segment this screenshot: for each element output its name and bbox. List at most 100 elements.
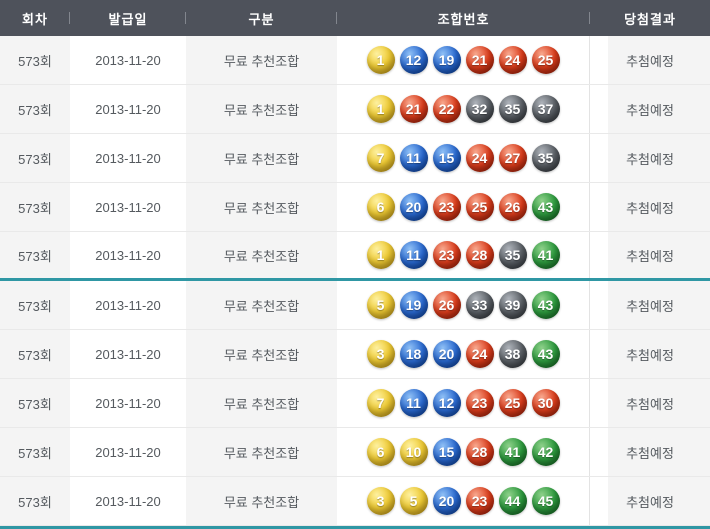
table-row: 573회 2013-11-20 무료 추천조합 1 21 22 32 35 37 추첨예정 — [0, 85, 710, 134]
lotto-ball: 24 — [465, 340, 494, 368]
lotto-ball: 3 — [366, 340, 395, 368]
table-row: 573회 2013-11-20 무료 추천조합 1 11 23 28 35 41 추첨예정 — [0, 232, 710, 281]
header-cell-issue-date: 발급일 — [70, 0, 186, 36]
lotto-ball: 7 — [366, 144, 395, 172]
category-cell: 무료 추천조합 — [186, 85, 337, 133]
category-cell: 무료 추천조합 — [186, 281, 337, 329]
lotto-ball: 22 — [432, 95, 461, 123]
lotto-ball: 43 — [531, 340, 560, 368]
lotto-ball: 25 — [531, 46, 560, 74]
table-row: 573회 2013-11-20 무료 추천조합 3 5 20 23 44 45 추첨예정 — [0, 477, 710, 526]
result-cell: 추첨예정 — [590, 183, 710, 231]
lotto-ball: 18 — [399, 340, 428, 368]
lotto-ball: 35 — [498, 95, 527, 123]
lotto-ball: 21 — [399, 95, 428, 123]
round-cell: 573회 — [0, 330, 70, 378]
lotto-ball: 23 — [465, 389, 494, 417]
lotto-ball: 11 — [399, 144, 428, 172]
lotto-ball: 45 — [531, 487, 560, 515]
numbers-cell: 6 20 23 25 26 43 — [337, 183, 590, 231]
issue-date-cell: 2013-11-20 — [95, 101, 161, 117]
lotto-ball: 19 — [432, 46, 461, 74]
lotto-ball: 1 — [366, 241, 395, 269]
lotto-ball: 25 — [498, 389, 527, 417]
lotto-ball: 35 — [531, 144, 560, 172]
numbers-cell: 3 18 20 24 38 43 — [337, 330, 590, 378]
issue-date-cell: 2013-11-20 — [95, 247, 161, 263]
header-cell-numbers: 조합번호 — [337, 0, 590, 36]
lotto-ball: 23 — [432, 241, 461, 269]
lotto-ball: 27 — [498, 144, 527, 172]
numbers-cell: 7 11 12 23 25 30 — [337, 379, 590, 427]
lotto-ball: 28 — [465, 438, 494, 466]
lotto-ball: 41 — [531, 241, 560, 269]
category-cell: 무료 추천조합 — [186, 183, 337, 231]
lotto-ball: 32 — [465, 95, 494, 123]
lotto-ball: 43 — [531, 291, 560, 319]
numbers-cell: 1 11 23 28 35 41 — [337, 232, 590, 278]
lotto-ball: 7 — [366, 389, 395, 417]
category-cell: 무료 추천조합 — [186, 232, 337, 278]
result-cell: 추첨예정 — [590, 281, 710, 329]
lotto-ball: 11 — [399, 241, 428, 269]
lotto-ball: 26 — [498, 193, 527, 221]
lotto-ball: 12 — [432, 389, 461, 417]
lotto-ball: 10 — [399, 438, 428, 466]
header-cell-result: 당첨결과 — [624, 11, 676, 27]
table-row: 573회 2013-11-20 무료 추천조합 6 20 23 25 26 43 추첨예정 — [0, 183, 710, 232]
table-header: 회차 발급일 구분 조합번호 당첨결과 — [0, 0, 710, 36]
issue-date-cell: 2013-11-20 — [95, 493, 161, 509]
round-cell: 573회 — [0, 477, 70, 525]
lotto-ball: 5 — [366, 291, 395, 319]
issue-date-cell: 2013-11-20 — [95, 395, 161, 411]
lotto-ball: 43 — [531, 193, 560, 221]
table-row: 573회 2013-11-20 무료 추천조합 1 12 19 21 24 25 추첨예정 — [0, 36, 710, 85]
round-cell: 573회 — [0, 428, 70, 476]
lotto-ball: 23 — [432, 193, 461, 221]
lotto-ball: 11 — [399, 389, 428, 417]
category-cell: 무료 추천조합 — [186, 330, 337, 378]
issue-date-cell: 2013-11-20 — [95, 52, 161, 68]
lotto-ball: 20 — [432, 340, 461, 368]
lotto-ball: 25 — [465, 193, 494, 221]
lotto-ball: 5 — [399, 487, 428, 515]
round-cell: 573회 — [0, 379, 70, 427]
lotto-ball: 6 — [366, 438, 395, 466]
issue-date-cell: 2013-11-20 — [95, 346, 161, 362]
table-row: 573회 2013-11-20 무료 추천조합 7 11 15 24 27 35 추첨예정 — [0, 134, 710, 183]
table-body: 573회 2013-11-20 무료 추천조합 1 12 19 21 24 25 추첨예정 573회… — [0, 36, 710, 526]
lotto-ball: 1 — [366, 95, 395, 123]
lotto-ball: 6 — [366, 193, 395, 221]
issue-date-cell: 2013-11-20 — [95, 297, 161, 313]
round-cell: 573회 — [0, 85, 70, 133]
lotto-ball: 26 — [432, 291, 461, 319]
lotto-ball: 21 — [465, 46, 494, 74]
round-cell: 573회 — [0, 183, 70, 231]
table-row: 573회 2013-11-20 무료 추천조합 6 10 15 28 41 42 추첨예정 — [0, 428, 710, 477]
lotto-ball: 20 — [432, 487, 461, 515]
table-row: 573회 2013-11-20 무료 추천조합 3 18 20 24 38 43 추첨예정 — [0, 330, 710, 379]
lotto-ball: 23 — [465, 487, 494, 515]
header-cell-category: 구분 — [186, 0, 337, 36]
numbers-cell: 6 10 15 28 41 42 — [337, 428, 590, 476]
numbers-cell: 1 12 19 21 24 25 — [337, 36, 590, 84]
round-cell: 573회 — [0, 36, 70, 84]
table-row: 573회 2013-11-20 무료 추천조합 5 19 26 33 39 43 추첨예정 — [0, 281, 710, 330]
lotto-ball: 38 — [498, 340, 527, 368]
lotto-ball: 39 — [498, 291, 527, 319]
numbers-cell: 3 5 20 23 44 45 — [337, 477, 590, 525]
lotto-ball: 28 — [465, 241, 494, 269]
category-cell: 무료 추천조합 — [186, 379, 337, 427]
lotto-ball: 24 — [498, 46, 527, 74]
result-cell: 추첨예정 — [590, 428, 710, 476]
category-cell: 무료 추천조합 — [186, 36, 337, 84]
issue-date-cell: 2013-11-20 — [95, 150, 161, 166]
lotto-ball: 41 — [498, 438, 527, 466]
lotto-ball: 19 — [399, 291, 428, 319]
lotto-ball: 30 — [531, 389, 560, 417]
category-cell: 무료 추천조합 — [186, 477, 337, 525]
lotto-ball: 15 — [432, 438, 461, 466]
lotto-ball: 37 — [531, 95, 560, 123]
result-cell: 추첨예정 — [590, 36, 710, 84]
numbers-cell: 1 21 22 32 35 37 — [337, 85, 590, 133]
